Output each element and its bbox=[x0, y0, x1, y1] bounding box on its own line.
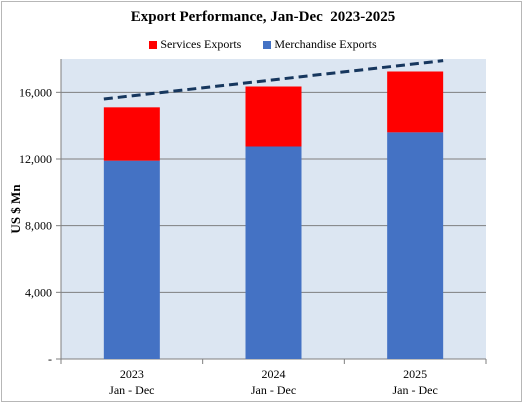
legend-swatch-merchandise bbox=[263, 40, 272, 49]
x-tick-label-year: 2024 bbox=[262, 367, 286, 381]
bar-services-exports-2023 bbox=[103, 107, 160, 161]
x-tick-label-period: Jan - Dec bbox=[393, 383, 438, 397]
y-axis-title: US $ Mn bbox=[8, 184, 23, 234]
legend-swatch-services bbox=[149, 40, 158, 49]
bar-services-exports-2025 bbox=[387, 71, 444, 133]
legend-item-services: Services Exports bbox=[149, 37, 241, 52]
trend-line bbox=[103, 59, 444, 101]
y-tick-label: - bbox=[48, 352, 52, 366]
bar-merchandise-exports-2024 bbox=[245, 146, 302, 359]
legend: Services Exports Merchandise Exports bbox=[0, 37, 526, 52]
x-tick-label-period: Jan - Dec bbox=[251, 383, 296, 397]
y-tick-label: 12,000 bbox=[19, 152, 52, 166]
y-tick-label: 16,000 bbox=[19, 85, 52, 99]
chart-title: Export Performance, Jan-Dec 2023-2025 bbox=[130, 9, 396, 25]
x-tick-label-period: Jan - Dec bbox=[109, 383, 154, 397]
bar-merchandise-exports-2025 bbox=[387, 132, 444, 359]
legend-label-services: Services Exports bbox=[160, 37, 242, 51]
y-tick-label: 4,000 bbox=[25, 285, 52, 299]
y-tick-label: 8,000 bbox=[25, 219, 52, 233]
legend-item-merchandise: Merchandise Exports bbox=[263, 37, 377, 52]
x-tick-label-year: 2025 bbox=[403, 367, 427, 381]
bar-merchandise-exports-2023 bbox=[103, 160, 160, 359]
bar-services-exports-2024 bbox=[245, 86, 302, 147]
x-tick-label-year: 2023 bbox=[120, 367, 144, 381]
legend-label-merchandise: Merchandise Exports bbox=[274, 37, 377, 51]
